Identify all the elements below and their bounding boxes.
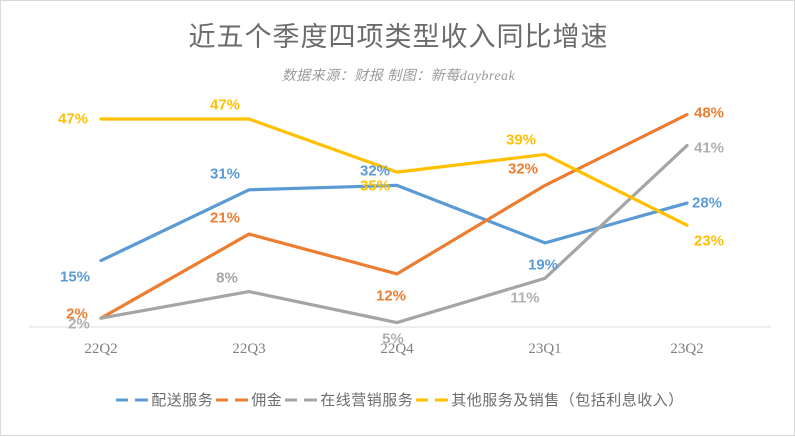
series-line-1 bbox=[99, 112, 689, 320]
series-line-2 bbox=[99, 143, 689, 325]
point-label-s0-p4: 28% bbox=[691, 194, 723, 212]
point-label-s0-p3: 19% bbox=[527, 256, 559, 274]
point-label-s3-p0: 47% bbox=[57, 110, 89, 128]
legend-item-1[interactable]: 佣金 bbox=[213, 389, 282, 410]
point-label-s0-p1: 31% bbox=[209, 165, 241, 183]
legend-item-2[interactable]: 在线营销服务 bbox=[282, 389, 413, 410]
legend-swatch-icon bbox=[115, 394, 149, 406]
point-label-s1-p0: 2% bbox=[66, 305, 88, 323]
legend-label-0: 配送服务 bbox=[151, 393, 214, 409]
point-label-s2-p2: 5% bbox=[382, 330, 404, 348]
x-axis-tick-4: 23Q2 bbox=[670, 341, 704, 357]
legend-item-3[interactable]: 其他服务及销售（包括利息收入） bbox=[413, 389, 684, 410]
point-label-s3-p1: 47% bbox=[209, 96, 241, 114]
point-label-s0-p2: 32% bbox=[359, 162, 391, 180]
x-axis-tick-1: 22Q3 bbox=[232, 341, 266, 357]
point-label-s3-p3: 39% bbox=[505, 131, 537, 149]
point-label-s1-p1: 21% bbox=[209, 209, 241, 227]
series-line-3 bbox=[99, 117, 689, 227]
legend-swatch-icon bbox=[415, 394, 449, 406]
point-label-s2-p0: 2% bbox=[68, 315, 90, 333]
legend-label-1: 佣金 bbox=[251, 393, 283, 409]
series-line-0 bbox=[99, 183, 689, 263]
chart-legend: 配送服务 佣金 在线营销服务 其他服务及销售（包括利息收入） bbox=[1, 389, 795, 410]
point-label-s3-p4: 23% bbox=[693, 232, 725, 250]
legend-label-2: 在线营销服务 bbox=[320, 393, 414, 409]
point-label-s1-p3: 32% bbox=[507, 160, 539, 178]
point-label-s0-p0: 15% bbox=[59, 268, 91, 286]
legend-item-0[interactable]: 配送服务 bbox=[113, 389, 213, 410]
point-label-s3-p2: 35% bbox=[359, 177, 391, 195]
x-axis-tick-3: 23Q1 bbox=[528, 341, 562, 357]
x-axis-tick-2: 22Q4 bbox=[380, 341, 414, 357]
point-label-s2-p3: 11% bbox=[510, 289, 540, 307]
chart-subtitle: 数据来源：财报 制图：新莓daybreak bbox=[281, 69, 516, 84]
point-label-s2-p4: 41% bbox=[693, 139, 725, 157]
x-axis-tick-0: 22Q2 bbox=[84, 341, 118, 357]
point-label-s2-p1: 8% bbox=[216, 269, 238, 287]
legend-swatch-icon bbox=[284, 394, 318, 406]
point-label-s1-p2: 12% bbox=[375, 287, 407, 305]
legend-label-3: 其他服务及销售（包括利息收入） bbox=[451, 393, 684, 409]
legend-swatch-icon bbox=[215, 394, 249, 406]
point-label-s1-p4: 48% bbox=[693, 104, 725, 122]
chart-title: 近五个季度四项类型收入同比增速 bbox=[188, 22, 609, 52]
